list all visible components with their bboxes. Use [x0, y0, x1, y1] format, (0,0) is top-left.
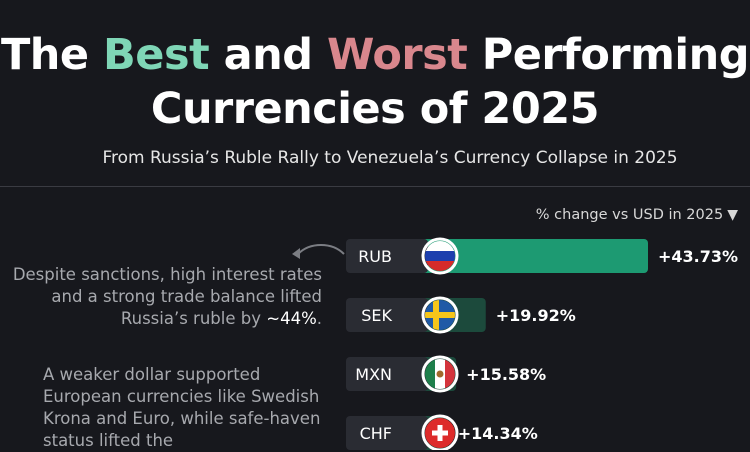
bar-row: RUB +43.73% [346, 237, 738, 275]
annotation-europe: A weaker dollar supported European curre… [43, 365, 321, 450]
bar-label-bg [346, 357, 428, 391]
russia-flag-icon-ring [421, 237, 459, 275]
flag-cross [425, 312, 455, 318]
subtitle: From Russia’s Ruble Rally to Venezuela’s… [102, 148, 678, 168]
value-label: +14.34% [458, 424, 538, 443]
annotation-rub-text: Despite sanctions, high interest rates a… [12, 265, 322, 328]
category-label: SEK [361, 306, 392, 325]
russia-flag-icon [425, 241, 455, 271]
flag-stripe [445, 359, 455, 389]
bar-row: SEK +19.92% [346, 296, 576, 334]
bar-label-bg [346, 298, 428, 332]
flag-cross [432, 430, 448, 436]
annotation-rub-end: . [316, 309, 322, 328]
title-worst: Worst [326, 30, 468, 80]
annotation-rub: Despite sanctions, high interest rates a… [10, 264, 322, 330]
curved-arrow-icon [292, 244, 345, 259]
flag-stripe [425, 261, 455, 271]
mexico-flag-icon [425, 359, 455, 389]
title-prefix: The [0, 30, 104, 80]
flag-stripe [425, 359, 436, 389]
value-label: +15.58% [466, 365, 546, 384]
title-middle: and [209, 30, 327, 80]
triangle-down-icon: ▼ [727, 207, 738, 223]
category-label: RUB [358, 247, 392, 266]
value-label: +19.92% [496, 306, 576, 325]
sweden-flag-icon [425, 300, 455, 330]
value-label: +43.73% [658, 247, 738, 266]
axis-note: % change vs USD in 2025 ▼ [536, 207, 738, 223]
title-best: Best [103, 30, 210, 80]
category-label: CHF [360, 424, 392, 443]
switzerland-flag-icon [425, 418, 455, 448]
axis-note-label: % change vs USD in 2025 [535, 207, 724, 223]
flag-emblem [436, 370, 444, 378]
annotation-rub-highlight: ~44% [266, 309, 317, 328]
bar-row: MXN +15.58% [346, 355, 546, 393]
divider [0, 186, 750, 187]
title-suffix: Performing [467, 30, 750, 80]
mexico-flag-icon-ring [421, 355, 459, 393]
flag-stripe [425, 251, 455, 262]
bar-row: CHF +14.34% [346, 414, 538, 450]
sweden-flag-icon-ring [421, 296, 459, 334]
title-line-1: The Best and Worst Performing [0, 28, 750, 82]
page-title: The Best and Worst Performing Currencies… [0, 28, 750, 136]
title-line-2: Currencies of 2025 [150, 84, 600, 134]
category-label: MXN [355, 365, 392, 384]
bar-label-bg [346, 239, 428, 273]
switzerland-flag-icon-ring [421, 414, 459, 450]
flag-stripe [425, 241, 455, 252]
bar-label-bg [346, 416, 428, 450]
